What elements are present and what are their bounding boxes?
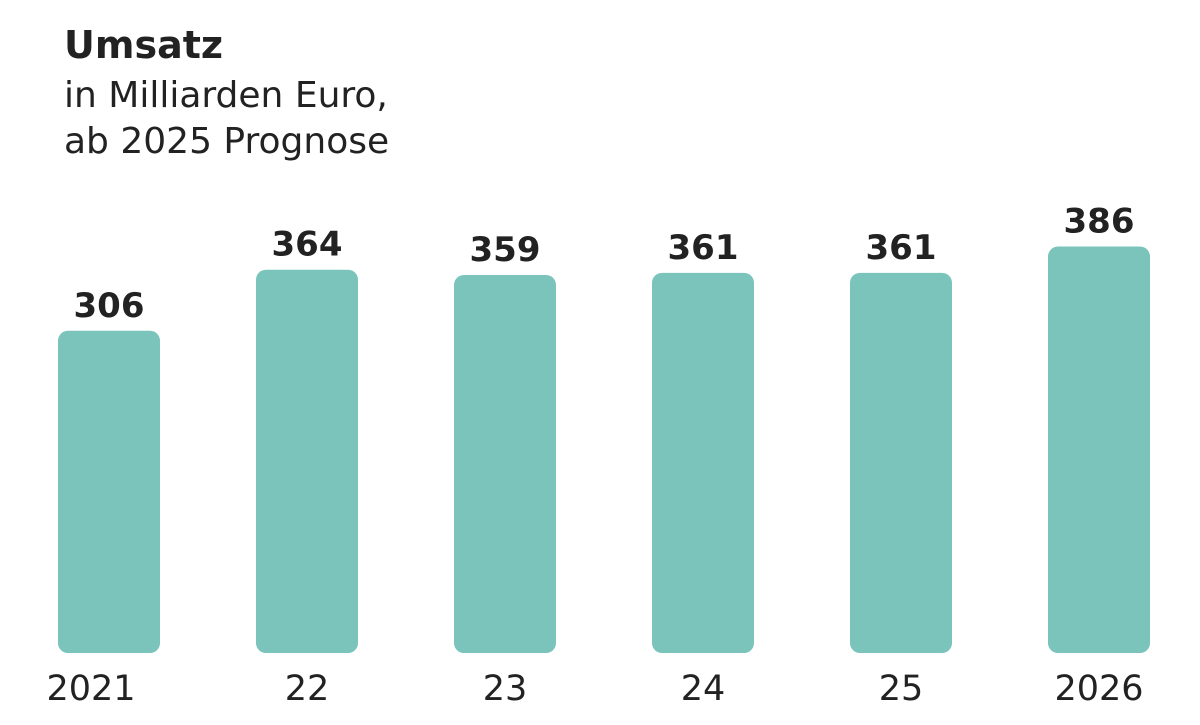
x-tick-label: 2021 bbox=[46, 669, 135, 709]
bar bbox=[454, 274, 556, 653]
value-label: 359 bbox=[470, 230, 541, 270]
value-label: 361 bbox=[866, 228, 937, 268]
chart-subtitle: in Milliarden Euro, bbox=[64, 75, 388, 116]
bar bbox=[1048, 246, 1150, 654]
bar bbox=[58, 330, 160, 653]
x-tick-label: 24 bbox=[681, 669, 726, 709]
x-tick-label: 23 bbox=[483, 669, 528, 709]
x-tick-label: 2026 bbox=[1054, 669, 1143, 709]
bar bbox=[256, 269, 358, 653]
x-tick-label: 25 bbox=[879, 669, 924, 709]
chart-title: Umsatz bbox=[64, 23, 223, 67]
bar bbox=[652, 272, 754, 653]
value-label: 364 bbox=[272, 225, 343, 265]
x-tick-label: 22 bbox=[285, 669, 330, 709]
value-label: 306 bbox=[74, 286, 145, 326]
value-label: 361 bbox=[668, 228, 739, 268]
value-label: 386 bbox=[1064, 202, 1135, 242]
chart-subtitle: ab 2025 Prognose bbox=[64, 121, 389, 162]
bar bbox=[850, 272, 952, 653]
